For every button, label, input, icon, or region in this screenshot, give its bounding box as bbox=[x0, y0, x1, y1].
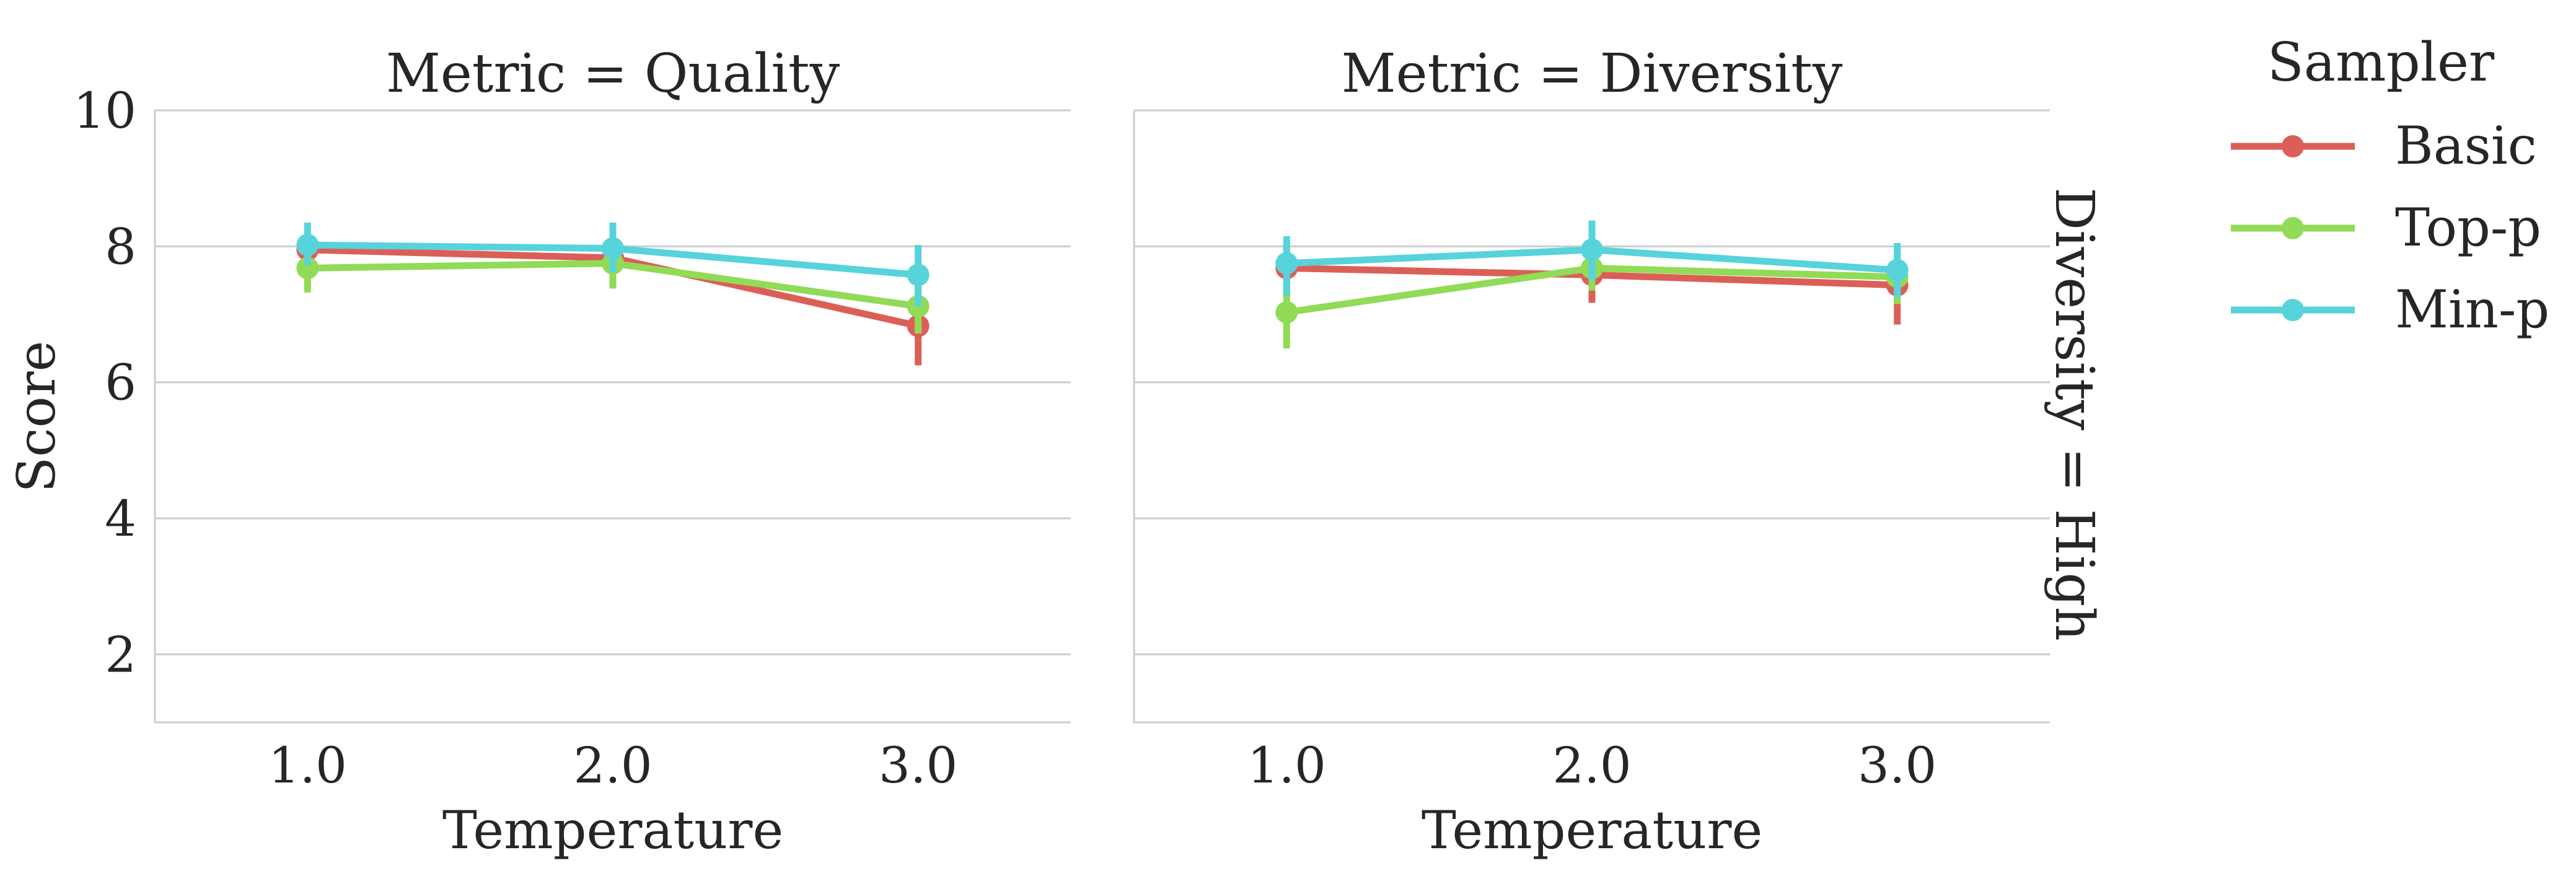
x-tick-label: 3.0 bbox=[1858, 737, 1936, 794]
y-tick-label: 2 bbox=[105, 626, 136, 683]
x-tick-label: 1.0 bbox=[1247, 737, 1326, 794]
legend-marker bbox=[2282, 299, 2304, 321]
data-point bbox=[1275, 252, 1298, 275]
chart-panels: Metric = Quality 2 4 6 8 10 1.0 2.0 3.0 Temperatu… bbox=[73, 43, 2050, 861]
legend-label: Min-p bbox=[2395, 279, 2549, 340]
data-point bbox=[1886, 259, 1909, 281]
chart-legend: Sampler Basic Top-p Min-p bbox=[2231, 32, 2549, 340]
legend-label: Basic bbox=[2395, 115, 2537, 176]
axis-spine bbox=[1133, 110, 2050, 724]
panel-title: Metric = Diversity bbox=[1342, 43, 1843, 105]
data-point bbox=[1275, 301, 1298, 324]
x-tick-label: 2.0 bbox=[1552, 737, 1631, 794]
panel-1: Metric = Quality 2 4 6 8 10 1.0 2.0 3.0 Temperatu… bbox=[73, 43, 1071, 861]
x-tick-label: 1.0 bbox=[268, 737, 347, 794]
facet-row-label: Diversity = High bbox=[2043, 187, 2105, 641]
legend-entry: Basic bbox=[2231, 115, 2537, 176]
data-point bbox=[907, 264, 930, 286]
data-point bbox=[296, 257, 319, 280]
y-tick-label: 6 bbox=[105, 354, 136, 412]
legend-entry: Top-p bbox=[2231, 197, 2541, 258]
y-tick-label: 8 bbox=[105, 218, 136, 275]
axis-spine bbox=[154, 110, 1071, 724]
legend-label: Top-p bbox=[2395, 197, 2541, 258]
panel-title: Metric = Quality bbox=[386, 43, 840, 105]
y-tick-label: 4 bbox=[105, 490, 136, 547]
data-point bbox=[296, 234, 319, 257]
legend-title: Sampler bbox=[2267, 32, 2495, 94]
series-min-p bbox=[296, 222, 930, 306]
data-point bbox=[602, 237, 624, 260]
legend-entry: Min-p bbox=[2231, 279, 2549, 340]
data-point bbox=[1581, 238, 1603, 261]
x-axis-label: Temperature bbox=[1422, 800, 1762, 861]
y-axis-label: Score bbox=[6, 340, 67, 492]
y-tick-label: 10 bbox=[73, 82, 136, 140]
x-tick-label: 3.0 bbox=[879, 737, 957, 794]
series-min-p bbox=[1275, 220, 1909, 298]
legend-marker bbox=[2282, 217, 2304, 239]
panel-2: Metric = Diversity 1.0 2.0 3.0 Temperature bbox=[1133, 43, 2050, 861]
x-tick-label: 2.0 bbox=[573, 737, 652, 794]
legend-marker bbox=[2282, 135, 2304, 157]
x-axis-label: Temperature bbox=[442, 800, 783, 861]
